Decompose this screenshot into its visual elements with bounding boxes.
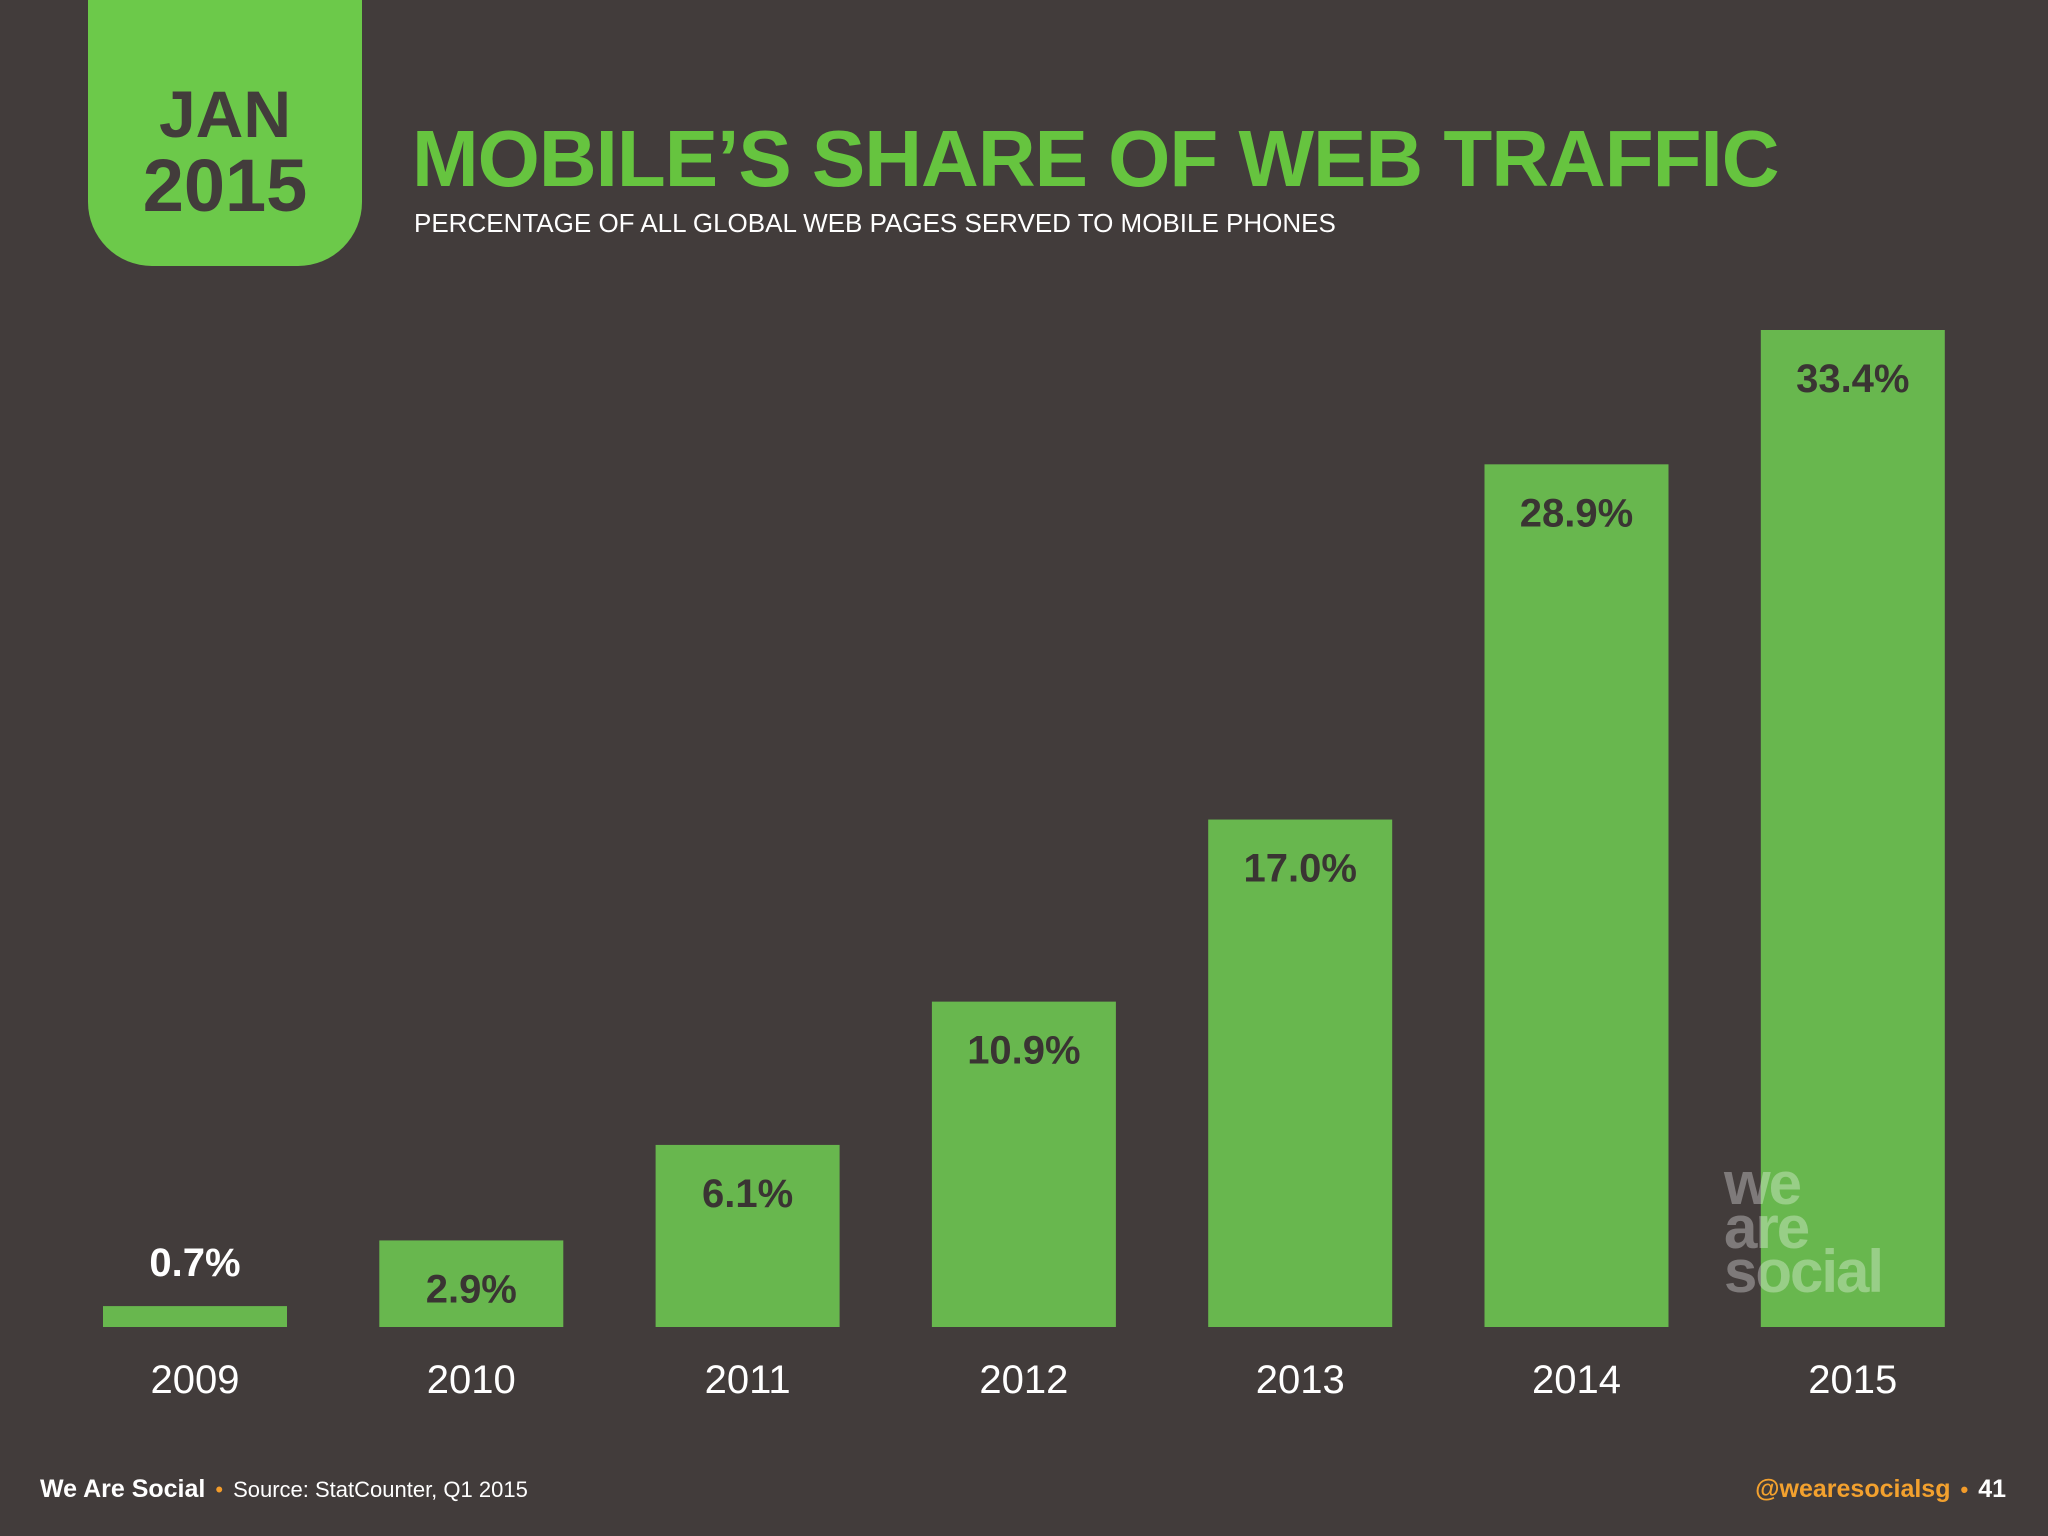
bar-2013 [1208, 819, 1393, 1327]
bar-2009 [103, 1306, 287, 1327]
data-label-2015: 33.4% [1796, 357, 1909, 401]
data-label-2014: 28.9% [1520, 491, 1633, 535]
data-label-2012: 10.9% [967, 1029, 1080, 1073]
bar-2012 [931, 1001, 1116, 1327]
labels-group: 0.7% 2009 2.9% 2010 6.1% 2011 10.9% 2012 17.0% 20… [149, 357, 1909, 1402]
x-tick-label-2009: 2009 [151, 1358, 240, 1402]
bar-2010 [379, 1240, 564, 1327]
data-label-2010: 2.9% [426, 1267, 517, 1311]
date-badge-year: 2015 [142, 144, 308, 227]
bar-2014 [1484, 464, 1669, 1327]
data-label-2011: 6.1% [702, 1172, 793, 1216]
footer-brand: We Are Social [40, 1475, 206, 1503]
footer-handle-area: @wearesocialsg • 41 [1755, 1472, 2006, 1507]
x-tick-label-2015: 2015 [1808, 1358, 1897, 1402]
x-tick-label-2013: 2013 [1256, 1358, 1345, 1402]
footer-source-text: Source: StatCounter, Q1 2015 [233, 1477, 528, 1502]
data-label-2013: 17.0% [1243, 847, 1356, 891]
bars-group [103, 330, 1945, 1327]
date-badge: JAN 2015 [88, 0, 362, 266]
x-tick-label-2012: 2012 [979, 1358, 1068, 1402]
data-label-2009: 0.7% [149, 1241, 240, 1285]
bar-2011 [655, 1144, 840, 1327]
x-tick-label-2011: 2011 [705, 1358, 791, 1402]
x-tick-label-2010: 2010 [427, 1358, 516, 1402]
page-title: MOBILE’S SHARE OF WEB TRAFFIC [412, 114, 1780, 203]
footer-handle: @wearesocialsg [1755, 1475, 1951, 1503]
page-subtitle: PERCENTAGE OF ALL GLOBAL WEB PAGES SERVE… [414, 208, 1336, 238]
footer-dot-right: • [1960, 1477, 1969, 1502]
bar-2015 [1760, 330, 1945, 1327]
x-tick-label-2014: 2014 [1532, 1358, 1621, 1402]
watermark-logo: we are social [1724, 1150, 1884, 1305]
footer-source: We Are Social • Source: StatCounter, Q1 20… [40, 1472, 528, 1507]
date-badge-month: JAN [158, 77, 292, 151]
footer-dot: • [215, 1477, 224, 1502]
page-number: 41 [1978, 1475, 2006, 1503]
